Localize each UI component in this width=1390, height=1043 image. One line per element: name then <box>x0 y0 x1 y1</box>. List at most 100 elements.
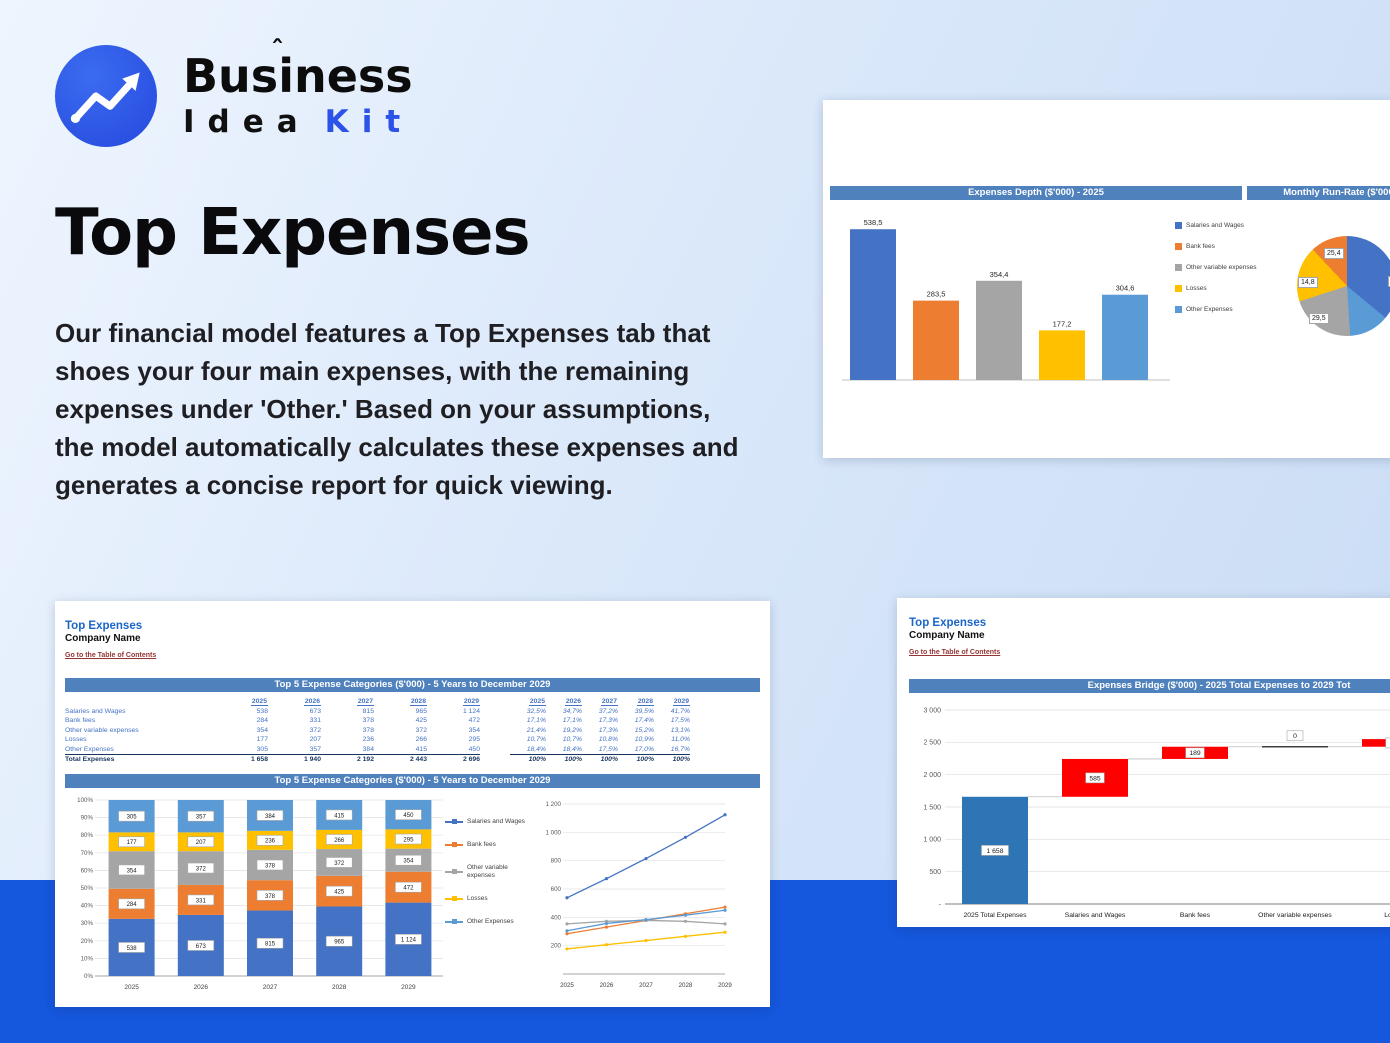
year-header: 2025 <box>250 698 268 706</box>
svg-text:372: 372 <box>196 866 207 872</box>
table-section-header: Top 5 Expense Categories ($'000) - 5 Yea… <box>65 678 760 692</box>
depth-chart-body: 538,5 283,5 354,4 177,2 304,6 Salaries and W… <box>830 208 1390 400</box>
pie-value-label: 2 <box>1388 276 1390 287</box>
cell-percent: 18,4% <box>562 745 582 753</box>
legend-swatch <box>1175 222 1182 229</box>
logo-text: Business ˆ Idea Kit <box>183 37 413 140</box>
trend-arrow-icon <box>70 72 140 124</box>
svg-text:200: 200 <box>551 942 562 949</box>
cell-value: 207 <box>309 736 321 743</box>
expenses-depth-bar-chart: 538,5 283,5 354,4 177,2 304,6 <box>842 218 1170 381</box>
svg-text:2028: 2028 <box>332 984 347 991</box>
cell-percent: 17,3% <box>598 717 618 724</box>
svg-text:305: 305 <box>127 814 138 820</box>
legend-label: Losses <box>1186 285 1207 292</box>
cell-percent: 37,2% <box>598 707 618 715</box>
cell-percent: 100% <box>618 754 654 765</box>
legend-item: Other Expenses <box>445 918 533 926</box>
table-row: Losses 177 207 236 266 295 10,7% 10,7% 10,8% 10,9… <box>65 735 760 745</box>
svg-text:Losses: Losses <box>1384 912 1390 919</box>
cell-percent: 41,7% <box>670 707 690 715</box>
cell-percent: 17,1% <box>562 717 582 724</box>
cell-value: 415 <box>415 745 427 753</box>
svg-text:2029: 2029 <box>401 984 416 991</box>
svg-text:372: 372 <box>334 860 345 866</box>
svg-text:284: 284 <box>127 902 138 908</box>
cell-value: 284 <box>256 717 268 724</box>
svg-text:177,2: 177,2 <box>1053 319 1072 328</box>
sheet-charts: 100% 90% 80% 70% 60% 50% 40% 30% 20% 10% 0% 538 284 3… <box>65 794 760 1001</box>
cell-percent: 100% <box>582 754 618 765</box>
year-header: 2028 <box>409 698 427 706</box>
svg-text:1 124: 1 124 <box>401 937 417 943</box>
cell-percent: 10,7% <box>526 736 546 743</box>
cell-percent: 17,0% <box>634 745 654 753</box>
logo-caret: ˆ <box>271 35 284 66</box>
legend-label: Bank fees <box>1186 243 1215 250</box>
legend-label: Bank fees <box>467 840 496 848</box>
svg-text:2029: 2029 <box>718 982 732 989</box>
svg-text:2026: 2026 <box>600 982 614 989</box>
svg-text:189: 189 <box>1189 750 1201 757</box>
legend-label: Salaries and Wages <box>1186 222 1244 229</box>
table-row: Other Expenses 305 357 384 415 450 18,4% 18,4% 1… <box>65 745 760 755</box>
depth-chart-title: Expenses Depth ($'000) - 2025 <box>830 186 1242 200</box>
page-title: Top Expenses <box>55 196 531 270</box>
table-row: Salaries and Wages 538 673 815 965 1 124 32,5%… <box>65 707 760 717</box>
cell-percent: 17,1% <box>526 717 546 724</box>
company-name: Company Name <box>909 630 985 641</box>
svg-text:Bank fees: Bank fees <box>1180 912 1211 919</box>
year-header: 2029 <box>462 698 480 706</box>
svg-text:30%: 30% <box>81 920 94 927</box>
cell-value: 1 658 <box>215 754 268 765</box>
stacked-bar-chart: 100% 90% 80% 70% 60% 50% 40% 30% 20% 10% 0% 538 284 3… <box>77 797 443 991</box>
legend-item: Salaries and Wages <box>445 818 533 826</box>
cell-percent: 100% <box>546 754 582 765</box>
svg-text:10%: 10% <box>81 955 94 962</box>
line-swatch <box>445 841 463 849</box>
svg-text:80%: 80% <box>81 832 94 839</box>
expenses-bridge-card: Top Expenses Company Name Go to the Tabl… <box>897 598 1390 927</box>
row-label: Other Expenses <box>65 745 114 753</box>
svg-text:354,4: 354,4 <box>990 270 1009 279</box>
cell-value: 2 696 <box>427 754 480 765</box>
cell-percent: 15,2% <box>634 726 654 734</box>
svg-text:800: 800 <box>551 857 562 864</box>
table-row: Other variable expenses 354 372 378 372 354 21… <box>65 726 760 736</box>
cell-value: 538 <box>256 707 268 715</box>
cell-percent: 39,5% <box>634 707 654 715</box>
legend-item: Salaries and Wages <box>1175 222 1263 230</box>
legend-item: Other variable expenses <box>1175 264 1263 272</box>
table-header-row: 2025 2026 2027 2028 2029 2025 2026 2027 2028 2029 <box>65 697 760 707</box>
svg-text:2027: 2027 <box>639 982 653 989</box>
cell-percent: 34,7% <box>562 707 582 715</box>
legend-label: Other variable expenses <box>467 863 508 879</box>
cell-percent: 17,3% <box>598 726 618 734</box>
table-of-contents-link[interactable]: Go to the Table of Contents <box>909 649 1001 656</box>
svg-text:538: 538 <box>127 945 138 951</box>
svg-text:415: 415 <box>334 813 345 819</box>
svg-text:965: 965 <box>334 939 345 945</box>
legend-swatch <box>1175 285 1182 292</box>
runrate-chart-title: Monthly Run-Rate ($'000 <box>1247 186 1390 200</box>
cell-value: 331 <box>309 717 321 724</box>
legend-swatch <box>1175 264 1182 271</box>
table-of-contents-link[interactable]: Go to the Table of Contents <box>65 652 157 659</box>
svg-text:40%: 40% <box>81 902 94 909</box>
cell-percent: 13,1% <box>670 726 690 734</box>
cell-percent: 17,5% <box>598 745 618 753</box>
logo: Business ˆ Idea Kit <box>55 37 413 147</box>
legend-item: Bank fees <box>445 841 533 849</box>
legend-label: Salaries and Wages <box>467 817 525 825</box>
svg-text:2025: 2025 <box>560 982 574 989</box>
legend-item: Losses <box>445 895 533 903</box>
year-header: 2026 <box>564 698 582 706</box>
svg-text:20%: 20% <box>81 937 94 944</box>
svg-text:266: 266 <box>334 837 345 843</box>
svg-text:472: 472 <box>403 885 414 891</box>
cell-percent: 100% <box>510 754 546 765</box>
year-header: 2026 <box>303 698 321 706</box>
svg-text:Salaries and Wages: Salaries and Wages <box>1065 912 1126 919</box>
runrate-pie-chart: 25,4 14,8 29,5 2 <box>1297 236 1390 336</box>
cell-value: 425 <box>415 717 427 724</box>
